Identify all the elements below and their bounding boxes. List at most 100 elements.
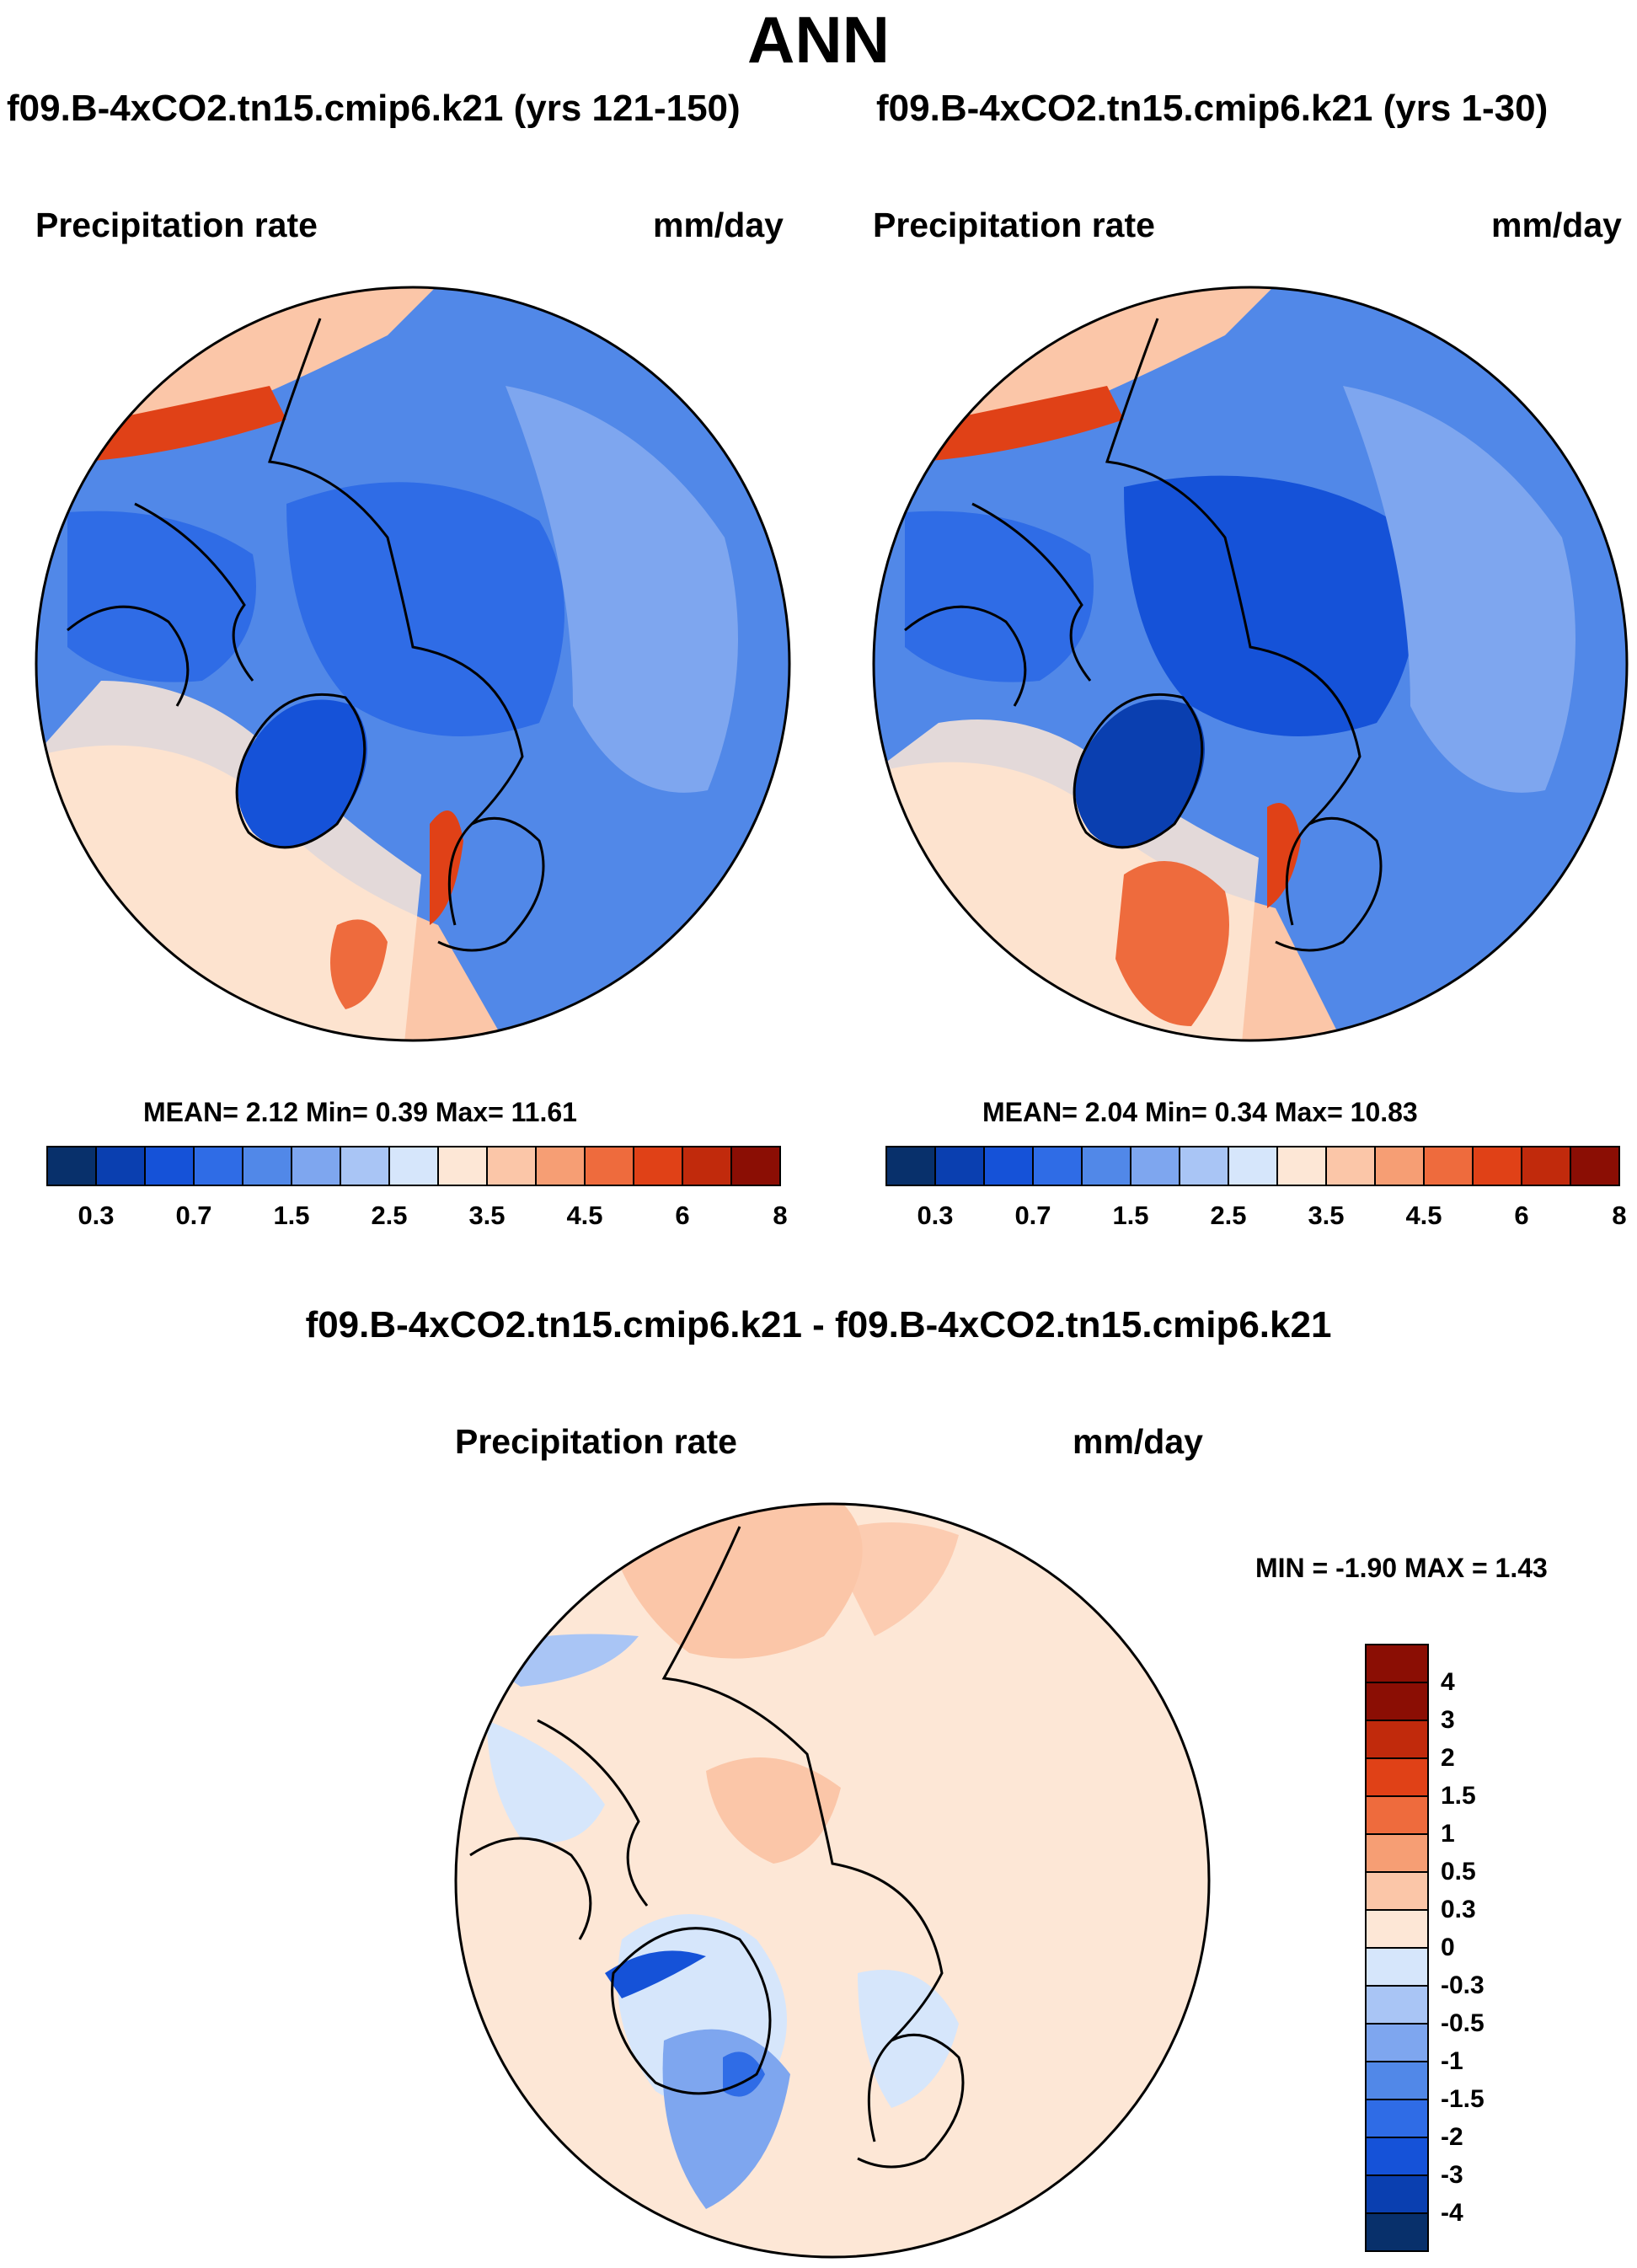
diff-field-greenland-edge (605, 1950, 706, 1998)
diff-stats: MIN = -1.90 MAX = 1.43 (1255, 1553, 1548, 1583)
panel1-field-greenland (238, 699, 367, 848)
colorbar-label: 1.5 (1112, 1201, 1149, 1230)
panel1-coast-greenland (235, 693, 366, 849)
colorbar-label: 0.7 (175, 1201, 212, 1230)
colorbar-label: 3.5 (1308, 1201, 1345, 1230)
panel1-units-label: mm/day (653, 206, 784, 244)
panel2-field-atlantic-warm (1115, 861, 1229, 1026)
colorbar-box-6 (1179, 1146, 1229, 1186)
diff-colorbar-box-14 (1365, 2174, 1429, 2214)
diff-colorbar-label: 2 (1441, 1744, 1455, 1772)
diff-colorbar-label: 1 (1441, 1820, 1455, 1848)
diff-colorbar-box-8 (1365, 1947, 1429, 1987)
colorbar-box-10 (535, 1146, 586, 1186)
diff-colorbar-label: -0.5 (1441, 2009, 1485, 2037)
diff-field-canada-cool (487, 1720, 605, 1843)
diff-colorbar-box-12 (1365, 2099, 1429, 2138)
diff-colorbar-box-3 (1365, 1757, 1429, 1797)
diff-colorbar (1365, 1644, 1429, 2252)
diff-colorbar-box-0 (1365, 1644, 1429, 1683)
colorbar-box-12 (633, 1146, 683, 1186)
panel1-field-arctic-core (286, 482, 564, 736)
colorbar-box-6 (340, 1146, 390, 1186)
panel2-map-border (872, 286, 1629, 1042)
panel1-stats: MEAN= 2.12 Min= 0.39 Max= 11.61 (143, 1097, 577, 1127)
colorbar-box-3 (1032, 1146, 1083, 1186)
colorbar-label: 2.5 (1210, 1201, 1247, 1230)
colorbar-box-13 (1521, 1146, 1571, 1186)
diff-colorbar-box-5 (1365, 1833, 1429, 1873)
diff-coast-greenland (611, 1927, 772, 2095)
diff-colorbar-label: 0.5 (1441, 1858, 1476, 1886)
panel1-coast-europe (437, 816, 545, 952)
panel1-field-pacific-storm (67, 287, 438, 436)
diff-colorbar-box-15 (1365, 2212, 1429, 2252)
diff-coast-europe (857, 2033, 965, 2169)
panel1-colorbar (46, 1146, 781, 1186)
colorbar-box-1 (95, 1146, 146, 1186)
panel1-case-title: f09.B-4xCO2.tn15.cmip6.k21 (yrs 121-150) (7, 88, 741, 129)
colorbar-box-11 (584, 1146, 634, 1186)
panel2-field-arctic-core (1124, 475, 1415, 736)
panel1-field-uk (330, 919, 388, 1009)
diff-colorbar-labels: 4 3 2 1.5 1 0.5 0.3 0 -0.3 -0.5 -1 -1.5 -2 -3 -4 (1441, 1645, 1542, 2251)
diff-colorbar-label: -3 (1441, 2161, 1463, 2189)
panel2-colorbar-labels: 0.3 0.7 1.5 2.5 3.5 4.5 6 8 (886, 1201, 1626, 1234)
diff-colorbar-box-10 (1365, 2023, 1429, 2062)
panel1-field-alaska-coast (67, 386, 286, 462)
panel1-map-border (35, 286, 791, 1042)
panel2-units-label: mm/day (1491, 206, 1622, 244)
diff-map-border (454, 1502, 1211, 2259)
diff-colorbar-label: 3 (1441, 1706, 1455, 1734)
colorbar-box-5 (1130, 1146, 1180, 1186)
diff-colorbar-box-6 (1365, 1871, 1429, 1911)
colorbar-label: 4.5 (566, 1201, 603, 1230)
panel2-coast-europe (1275, 816, 1383, 952)
colorbar-box-9 (486, 1146, 537, 1186)
colorbar-box-0 (46, 1146, 97, 1186)
diff-colorbar-label: 1.5 (1441, 1782, 1476, 1810)
diff-colorbar-box-11 (1365, 2061, 1429, 2100)
panel1-variable-label: Precipitation rate (35, 206, 318, 244)
colorbar-label: 0.3 (78, 1201, 115, 1230)
colorbar-box-4 (242, 1146, 292, 1186)
diff-field-arctic-warm (706, 1757, 841, 1864)
panel2-field-alaska-coast (905, 386, 1124, 462)
colorbar-label: 6 (675, 1201, 690, 1230)
diff-colorbar-label: -4 (1441, 2199, 1463, 2227)
diff-units-label: mm/day (1073, 1422, 1203, 1461)
colorbar-box-11 (1423, 1146, 1474, 1186)
panel1-coast-north-america (67, 502, 254, 707)
diff-colorbar-label: -1.5 (1441, 2085, 1485, 2113)
panel1-field-norway (430, 810, 463, 925)
colorbar-label: 1.5 (273, 1201, 310, 1230)
panel2-coast-north-america (904, 502, 1092, 707)
colorbar-box-4 (1081, 1146, 1131, 1186)
diff-colorbar-box-2 (1365, 1720, 1429, 1759)
colorbar-label: 8 (773, 1201, 788, 1230)
panel2-stats: MEAN= 2.04 Min= 0.34 Max= 10.83 (982, 1097, 1418, 1127)
diff-colorbar-box-1 (1365, 1682, 1429, 1721)
colorbar-label: 2.5 (371, 1201, 408, 1230)
panel2-field-siberia (1343, 386, 1575, 793)
colorbar-box-14 (1570, 1146, 1620, 1186)
colorbar-box-1 (934, 1146, 985, 1186)
diff-colorbar-label: -2 (1441, 2123, 1463, 2151)
diff-polar-map (454, 1502, 1211, 2259)
diff-colorbar-label: -0.3 (1441, 1971, 1485, 1999)
colorbar-box-12 (1472, 1146, 1522, 1186)
colorbar-label: 0.7 (1014, 1201, 1051, 1230)
panel1-field-canada (67, 511, 256, 682)
figure-title: ANN (747, 3, 890, 77)
colorbar-box-13 (682, 1146, 732, 1186)
colorbar-box-7 (388, 1146, 439, 1186)
panel1-field-siberia (506, 386, 738, 793)
diff-variable-label: Precipitation rate (455, 1422, 737, 1461)
diff-colorbar-box-9 (1365, 1985, 1429, 2025)
diff-colorbar-box-7 (1365, 1909, 1429, 1949)
colorbar-label: 8 (1612, 1201, 1627, 1230)
colorbar-label: 3.5 (468, 1201, 506, 1230)
diff-coast-north-america (469, 1719, 649, 1940)
panel2-colorbar (885, 1146, 1620, 1186)
colorbar-box-14 (730, 1146, 781, 1186)
